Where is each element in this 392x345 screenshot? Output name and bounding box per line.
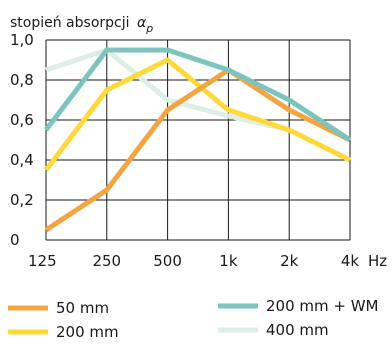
x-tick-label: 125 [28,252,57,270]
y-tick-label: 0 [10,231,20,249]
x-unit-label: Hz [368,252,387,270]
series-lines [44,47,352,233]
legend-label: 200 mm [56,323,119,341]
legend-label: 400 mm [266,321,329,339]
x-tick-label: 1k [219,252,238,270]
y-tick-label: 1,0 [10,31,34,49]
x-tick-label: 4k [341,252,360,270]
y-tick-label: 0,8 [10,71,34,89]
legend-label: 200 mm + WM [266,297,379,315]
axis-tick-labels: 0 0,2 0,4 0,6 0,8 1,0 125 250 500 1k 2k 4k [10,31,359,270]
chart-title: stopień absorpcji αp [10,15,153,35]
x-tick-label: 500 [153,252,182,270]
y-tick-label: 0,4 [10,151,34,169]
y-tick-label: 0,2 [10,191,34,209]
legend: 50 mm 200 mm 200 mm + WM 400 mm [8,297,379,341]
legend-label: 50 mm [56,299,109,317]
x-tick-label: 2k [280,252,299,270]
y-tick-label: 0,6 [10,111,34,129]
series-line [44,67,352,233]
series-line [44,47,352,143]
x-tick-label: 250 [92,252,121,270]
series-line [44,57,352,172]
